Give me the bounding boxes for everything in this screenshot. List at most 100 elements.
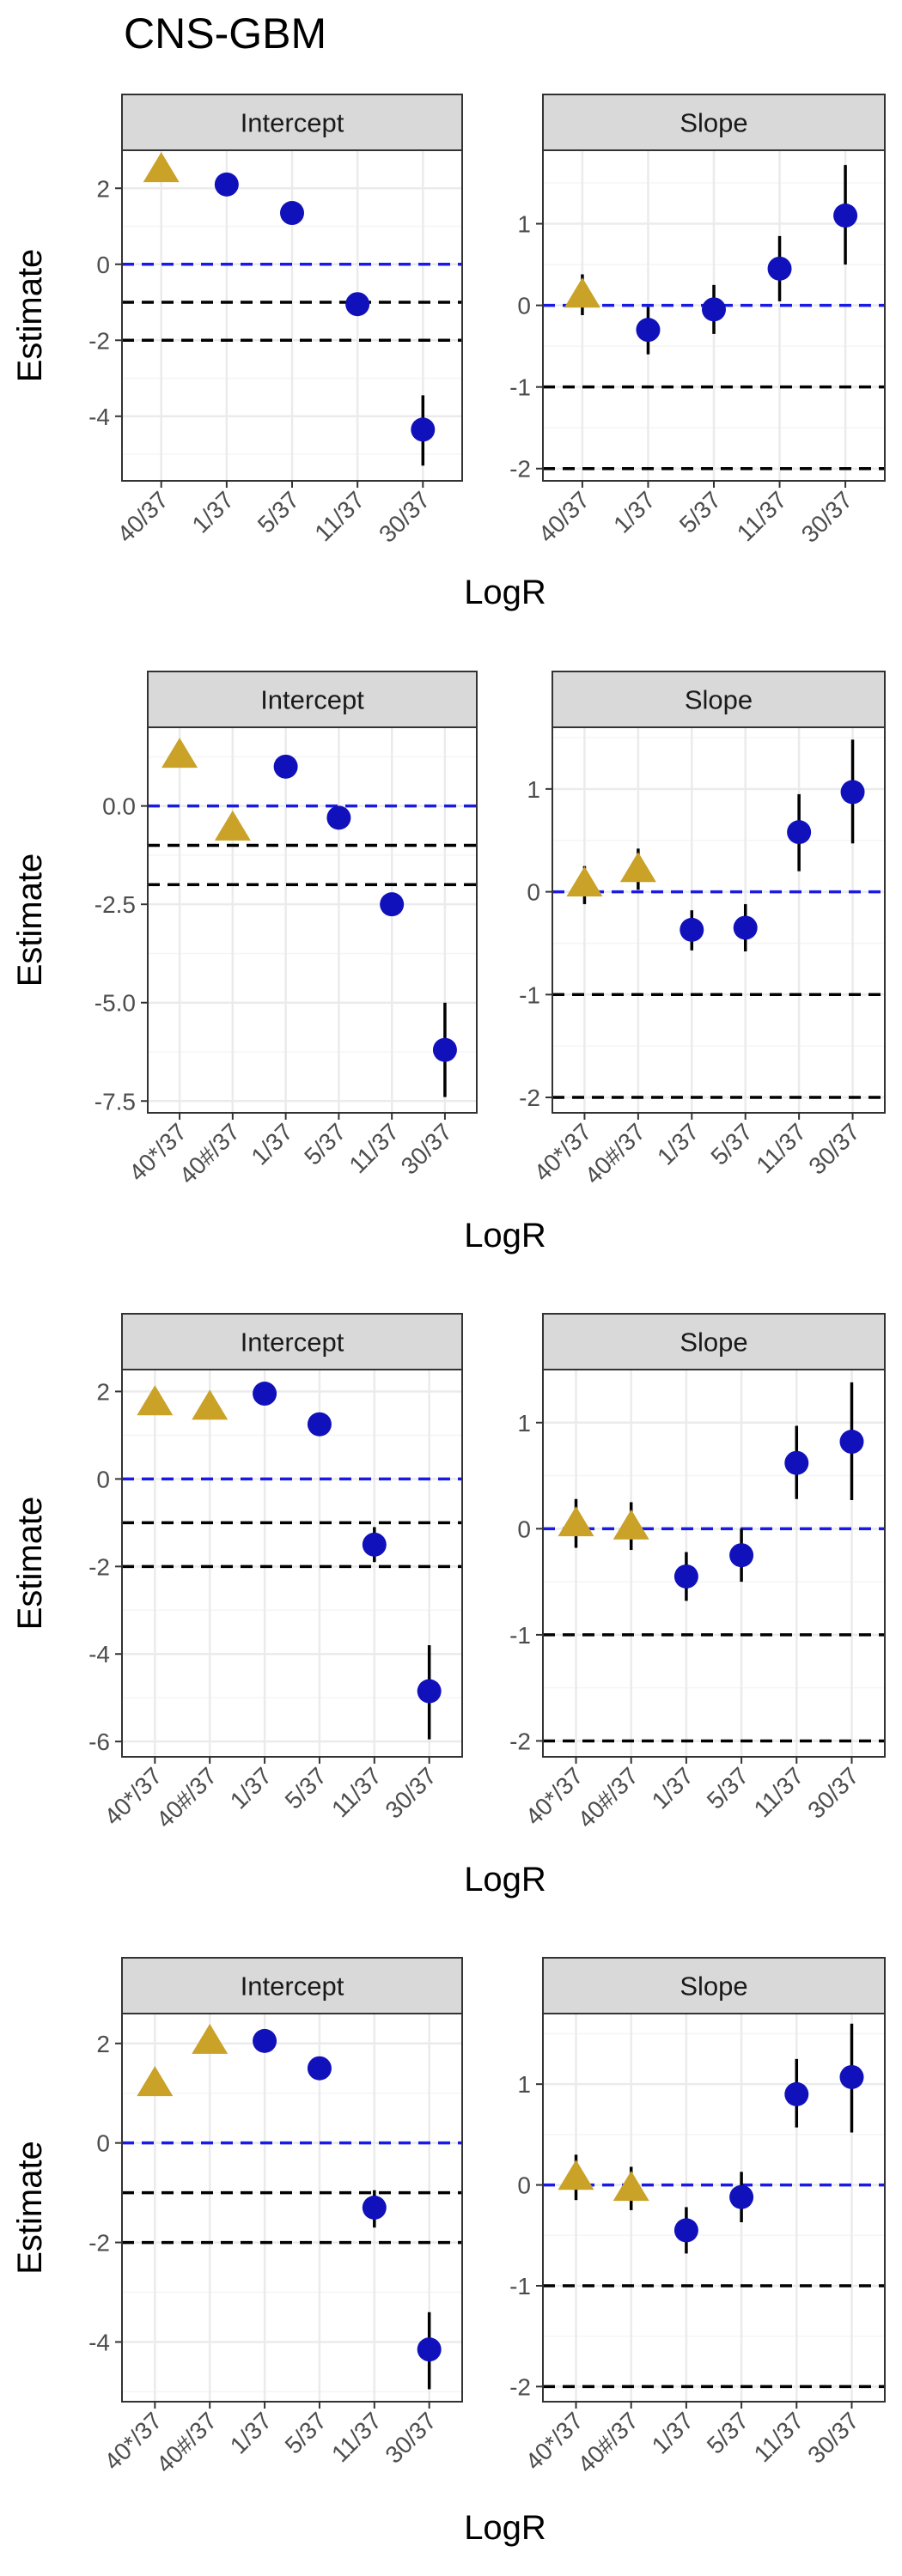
y-tick-label: -2 [509,456,531,483]
data-point [380,892,405,917]
data-point [787,820,812,845]
x-tick-label: 11/37 [732,486,792,546]
y-tick-label: -2 [88,2230,110,2257]
facet-intercept-1: Intercept -4 -2 0 2 40/37 1/37 5/37 11/37 30/37 Es… [11,94,463,548]
x-tick-label: 11/37 [749,1762,809,1822]
data-point [253,2028,277,2053]
x-tick-label: 30/37 [802,1762,863,1823]
x-axis-title: LogR [464,1861,546,1899]
y-tick-label: 2 [96,175,110,202]
x-tick-label: 5/37 [280,1762,332,1814]
panel-background [122,1370,462,1757]
panel-border [552,726,886,1114]
y-tick-label: 0 [517,2172,531,2199]
facet-strip [121,94,463,151]
x-tick-label: 30/37 [796,486,857,547]
y-tick-label: -6 [88,1728,110,1755]
data-point-triangle [137,1385,174,1416]
data-point [673,1564,698,1589]
y-tick-label: 1 [527,776,540,803]
data-point [733,915,758,940]
data-point-triangle [613,2171,649,2202]
y-tick-label: -2 [509,2373,531,2400]
y-tick-label: -1 [519,981,540,1008]
x-tick-label: 11/37 [326,2407,387,2467]
y-axis-title: Estimate [11,2141,49,2275]
facet-strip-label: Intercept [260,685,364,715]
x-tick-label: 5/37 [702,1762,753,1814]
facet-strip-label: Slope [680,108,747,138]
data-point [417,1679,442,1704]
y-tick-label: -1 [509,374,531,401]
y-tick-label: 0 [96,252,110,278]
y-axis-title: Estimate [11,249,49,383]
facet-strip [542,1313,886,1370]
facet-strip-label: Intercept [241,108,344,138]
data-point [839,2064,864,2089]
x-tick-label: 1/37 [652,1118,704,1170]
data-point-triangle [143,152,180,183]
facet-strip [552,671,886,728]
panel-background [543,1370,885,1757]
x-tick-label: 5/37 [299,1118,350,1170]
x-tick-label: 40#/37 [572,2407,643,2477]
data-point-triangle [137,2066,174,2097]
x-tick-label: 5/37 [705,1118,757,1170]
x-tick-label: 40#/37 [572,1762,643,1832]
data-point [680,917,704,942]
x-tick-label: 40#/37 [580,1118,650,1188]
facet-slope-1: Slope -2 -1 0 1 40/37 1/37 5/37 11/37 30/37 [509,94,886,548]
data-point [253,1382,277,1406]
x-tick-label: 11/37 [326,1762,387,1822]
y-tick-label: -5.0 [94,990,136,1017]
y-tick-label: 1 [517,2071,531,2098]
x-tick-label: 5/37 [674,486,726,538]
y-tick-label: 2 [96,1378,110,1405]
facet-strip [542,94,886,151]
data-point [840,780,865,805]
data-point [307,2056,332,2081]
y-tick-label: 0.0 [102,793,136,820]
x-tick-label: 40#/37 [151,2407,222,2477]
data-point-triangle [214,810,251,841]
facet-strip-label: Intercept [241,1971,344,2002]
y-tick-label: 2 [96,2031,110,2057]
y-tick-label: 0 [517,1516,531,1542]
facet-strip-label: Slope [680,1971,747,2002]
x-tick-label: 30/37 [380,2407,441,2468]
data-point-triangle [192,1389,229,1420]
y-tick-label: -1 [509,2273,531,2300]
facet-strip [147,671,478,728]
data-point [280,201,304,226]
x-tick-label: 5/37 [280,2407,332,2458]
x-tick-label: 5/37 [253,486,304,538]
data-point [702,297,726,322]
panel-border [121,1369,463,1758]
data-point [362,2196,387,2220]
y-tick-label: -2 [519,1084,540,1111]
panel-border [542,2013,886,2403]
y-axis-title: Estimate [11,854,49,987]
x-axis-title: LogR [464,574,546,611]
data-point [362,1532,387,1557]
data-point [417,2337,442,2362]
panel-border [542,1369,886,1758]
data-point-triangle [162,738,198,769]
figure-title: CNS-GBM [124,9,327,58]
facet-strip-label: Slope [680,1327,747,1358]
y-tick-label: -2 [509,1728,531,1754]
x-tick-label: 1/37 [187,486,239,538]
y-axis-title: Estimate [11,1497,49,1631]
x-axis-title: LogR [464,2509,546,2547]
data-point-triangle [566,866,603,896]
data-point-triangle [564,277,600,308]
x-tick-label: 11/37 [749,2407,809,2467]
data-point [784,2081,809,2106]
y-tick-label: 0 [96,2130,110,2157]
data-point [273,754,298,779]
